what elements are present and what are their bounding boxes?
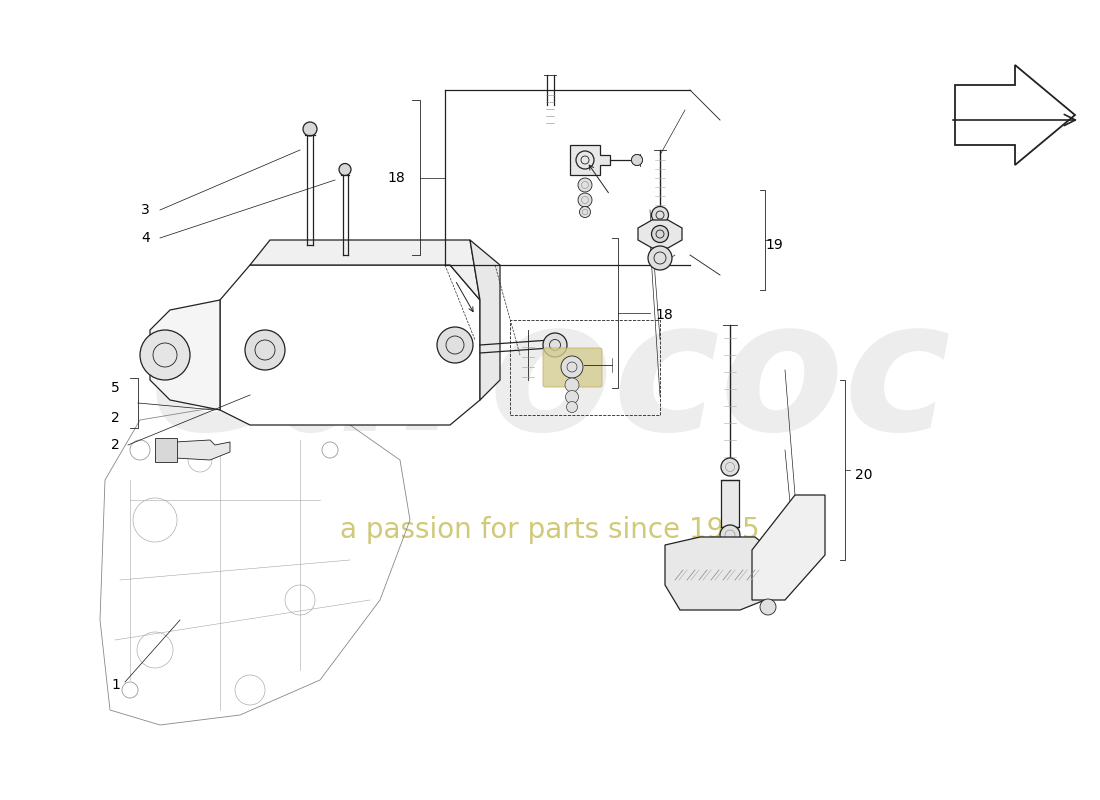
Polygon shape <box>250 240 480 300</box>
Circle shape <box>543 333 566 357</box>
Circle shape <box>648 246 672 270</box>
Polygon shape <box>570 145 611 175</box>
Text: 4: 4 <box>141 231 150 245</box>
Text: 2: 2 <box>111 438 120 452</box>
Text: 18: 18 <box>654 308 673 322</box>
Text: 19: 19 <box>764 238 783 252</box>
Circle shape <box>651 226 669 242</box>
Circle shape <box>631 154 642 166</box>
Circle shape <box>302 122 317 136</box>
Polygon shape <box>470 240 500 400</box>
Polygon shape <box>720 480 739 527</box>
Circle shape <box>140 330 190 380</box>
Circle shape <box>565 390 579 403</box>
Circle shape <box>580 206 591 218</box>
Text: 5: 5 <box>111 381 120 395</box>
Circle shape <box>339 163 351 175</box>
Circle shape <box>578 178 592 192</box>
Text: 20: 20 <box>855 468 872 482</box>
Polygon shape <box>638 220 682 248</box>
Polygon shape <box>666 537 764 610</box>
Polygon shape <box>175 440 230 460</box>
Circle shape <box>760 599 775 615</box>
Circle shape <box>578 193 592 207</box>
Polygon shape <box>150 300 220 410</box>
Circle shape <box>566 402 578 413</box>
Circle shape <box>561 356 583 378</box>
Text: 3: 3 <box>141 203 150 217</box>
Text: 1: 1 <box>111 678 120 692</box>
Circle shape <box>245 330 285 370</box>
Text: a passion for parts since 1985: a passion for parts since 1985 <box>340 516 760 544</box>
Text: 18: 18 <box>387 171 405 185</box>
Circle shape <box>437 327 473 363</box>
Polygon shape <box>752 495 825 600</box>
Text: eurococ: eurococ <box>150 292 950 468</box>
Circle shape <box>651 206 669 223</box>
Circle shape <box>565 378 579 392</box>
Circle shape <box>720 525 740 545</box>
Bar <box>155 438 177 462</box>
Circle shape <box>631 154 642 166</box>
Bar <box>510 320 660 415</box>
Polygon shape <box>220 265 480 425</box>
FancyBboxPatch shape <box>543 348 602 387</box>
Circle shape <box>720 458 739 476</box>
Text: 2: 2 <box>111 411 120 425</box>
